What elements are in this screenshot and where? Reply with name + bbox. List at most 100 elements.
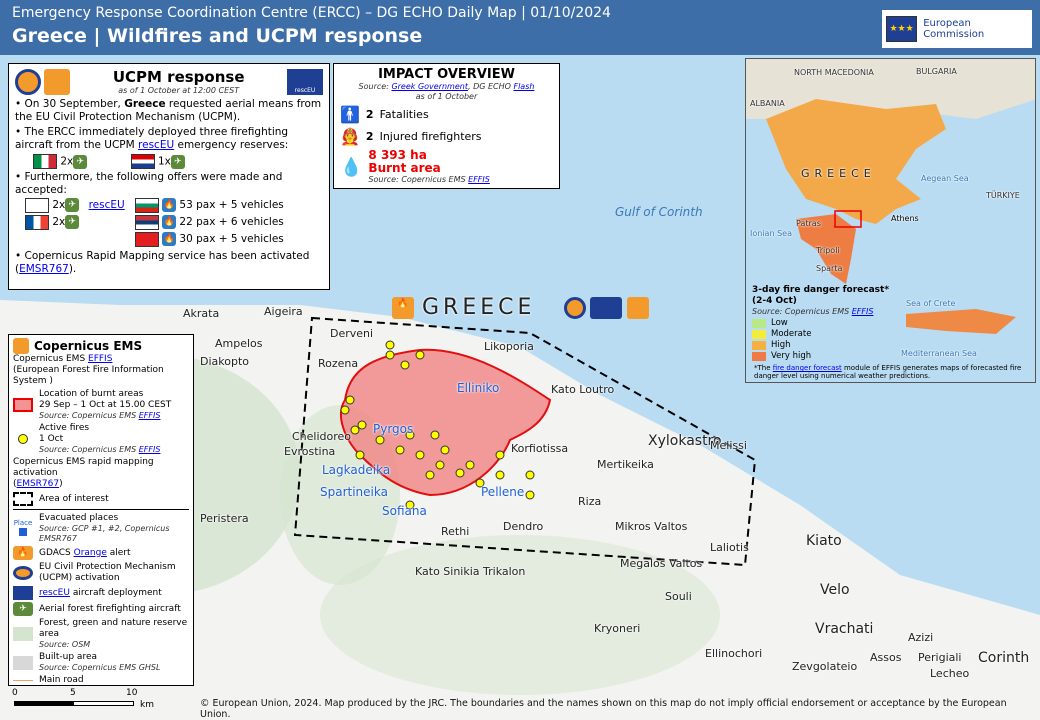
place-label: Rethi (441, 525, 470, 538)
ucpm-icon (13, 566, 33, 580)
place-label: Diakopto (200, 355, 250, 368)
emsr767-link[interactable]: EMSR767 (19, 263, 69, 275)
fire-danger-class: High (752, 340, 897, 350)
ucpm-icon (564, 297, 586, 319)
fire-danger-class: Very high (752, 351, 897, 361)
european-commission-logo: ★★★ European Commission (882, 10, 1032, 48)
fire-danger-legend: 3-day fire danger forecast* (2-4 Oct) So… (752, 285, 897, 361)
place-label: Azizi (908, 631, 934, 644)
place-label: Peristera (200, 512, 249, 525)
active-fire-point (400, 360, 410, 370)
footer-credit: © European Union, 2024. Map produced by … (200, 698, 1007, 720)
active-fire-point (425, 470, 435, 480)
copernicus-icon (44, 69, 71, 95)
injured-firefighter-icon: 👨‍🚒 (340, 127, 360, 146)
inset-label: Mediterranean Sea (901, 349, 977, 358)
rescue-eu-icon (13, 586, 33, 600)
place-label: Kryoneri (594, 622, 641, 635)
aoi-swatch (13, 492, 33, 506)
place-label: Corinth (978, 650, 1030, 666)
inset-label: Tripoli (816, 246, 840, 255)
aircraft-icon: ✈ (65, 215, 80, 229)
albania-flag (134, 231, 159, 247)
effis-link[interactable]: EFFIS (468, 175, 490, 184)
active-fire-point (430, 430, 440, 440)
active-fire-point (465, 460, 475, 470)
inset-greece (766, 99, 946, 224)
inset-label: Ionian Sea (750, 229, 792, 238)
fire-danger-class: Low (752, 318, 897, 328)
place-label: Dendro (503, 520, 544, 533)
effis-link[interactable]: EFFIS (138, 445, 161, 454)
gdacs-orange-link[interactable]: Orange (73, 547, 107, 558)
place-label: Akrata (183, 307, 220, 320)
rescue-eu-link[interactable]: rescEU (39, 587, 70, 598)
aircraft-icon: ✈ (73, 154, 88, 169)
active-fire-point (385, 350, 395, 360)
gdacs-fire-icon: 🔥 (392, 297, 414, 319)
inset-peloponnese (796, 214, 856, 284)
inset-area-box (834, 210, 862, 228)
ucpm-response-panel: UCPM response as of 1 October at 12:00 CE… (8, 63, 330, 290)
place-label: Ellinochori (705, 647, 763, 660)
place-label: Zevgolateio (792, 660, 858, 673)
active-fire-point (435, 460, 445, 470)
inset-canvas (746, 59, 1035, 334)
main-road-swatch (13, 680, 33, 681)
evacuated-place-label: Pyrgos (373, 422, 414, 436)
active-fire-point (355, 450, 365, 460)
ucpm-title: UCPM response (112, 68, 245, 86)
aircraft-icon: ✈ (65, 198, 80, 212)
place-label: Kiato (806, 533, 842, 549)
rescue-eu-link[interactable]: rescEU (138, 139, 175, 151)
france-flag (25, 214, 49, 230)
effis-link[interactable]: EFFIS (138, 411, 161, 420)
place-label: Souli (665, 590, 692, 603)
evacuated-place-label: Spartineika (320, 485, 388, 499)
active-fire-point (340, 405, 350, 415)
place-label: Megalos Valtos (620, 557, 703, 570)
evacuated-place-label: Sofiana (382, 504, 427, 518)
greek-government-link[interactable]: Greek Government (391, 82, 468, 91)
serbia-flag (134, 214, 159, 230)
place-label: Mertikeika (597, 458, 654, 471)
inset-label: Sea of Crete (906, 299, 956, 308)
active-fire-point (405, 430, 415, 440)
place-label: Chelidoreo (292, 430, 352, 443)
header-subtitle: Emergency Response Coordination Centre (… (12, 5, 611, 21)
forest-swatch (13, 627, 33, 641)
place-label: Korfiotissa (511, 442, 569, 455)
forest-area (320, 535, 720, 695)
evacuated-place-label: Pellene (481, 485, 525, 499)
impact-overview-panel: IMPACT OVERVIEW Source: Greek Government… (333, 63, 560, 189)
place-label: Perigiali (918, 651, 962, 664)
fire-drop-icon: 💧 (340, 156, 363, 178)
place-label: Lecheo (930, 667, 970, 680)
inset-label: Aegean Sea (921, 174, 969, 183)
gulf-label: Gulf of Corinth (615, 205, 703, 219)
burnt-area-swatch (13, 398, 33, 412)
fire-danger-forecast-link[interactable]: fire danger forecast (772, 364, 842, 372)
ground-firefighting-icon: 🔥 (162, 215, 177, 229)
fire-danger-note: *The fire danger forecast module of EFFI… (754, 364, 1022, 380)
inset-map[interactable]: NORTH MACEDONIA BULGARIA ALBANIA GREECE Aege… (745, 58, 1036, 383)
active-fires (340, 340, 535, 510)
flash-link[interactable]: Flash (513, 82, 535, 91)
inset-label: Athens (891, 214, 919, 223)
map-legend: Copernicus EMS Copernicus EMS EFFIS (Eur… (8, 334, 194, 686)
fatality-icon: 🚹 (340, 105, 360, 124)
effis-link[interactable]: EFFIS (851, 307, 874, 316)
rescue-eu-icon (590, 297, 622, 319)
emsr767-link[interactable]: EMSR767 (16, 479, 60, 489)
active-fire-point (345, 395, 355, 405)
copernicus-ems-icon (13, 338, 29, 354)
rescue-eu-link[interactable]: rescEU (88, 199, 125, 211)
place-label: Kato Sinikia Trikalon (415, 565, 526, 578)
place-label: Xylokastro (648, 433, 722, 449)
active-fire-point (357, 420, 367, 430)
active-fire-point (525, 490, 535, 500)
page-title: Greece | Wildfires and UCPM response (12, 25, 423, 47)
ground-firefighting-icon: 🔥 (162, 198, 177, 212)
active-fire-point (415, 450, 425, 460)
effis-link[interactable]: EFFIS (88, 354, 113, 364)
